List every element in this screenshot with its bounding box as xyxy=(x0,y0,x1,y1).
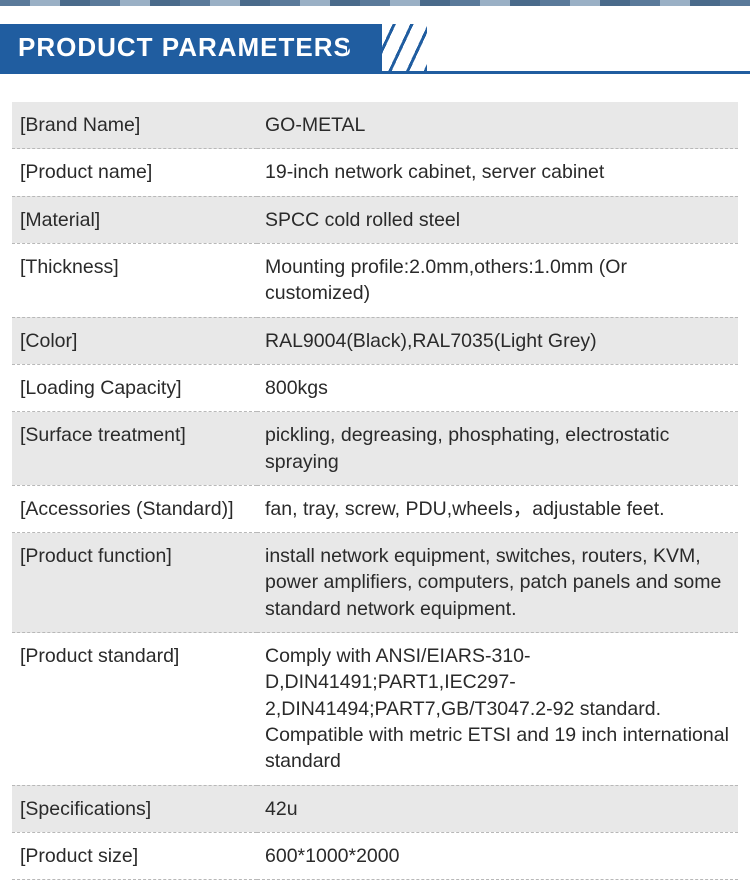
param-label: [Product size] xyxy=(12,832,257,879)
param-value: SPCC cold rolled steel xyxy=(257,196,738,243)
table-row: [Thickness] Mounting profile:2.0mm,other… xyxy=(12,243,738,317)
param-label: [Brand Name] xyxy=(12,102,257,149)
table-row: [Material] SPCC cold rolled steel xyxy=(12,196,738,243)
param-label: [Color] xyxy=(12,317,257,364)
top-decorative-strip xyxy=(0,0,750,6)
table-row: [Loading Capacity] 800kgs xyxy=(12,364,738,411)
param-value: Mounting profile:2.0mm,others:1.0mm (Or … xyxy=(257,243,738,317)
param-value: 600*1000*2000 xyxy=(257,832,738,879)
param-label: [Product name] xyxy=(12,149,257,196)
param-value: 19-inch network cabinet, server cabinet xyxy=(257,149,738,196)
param-value: Comply with ANSI/EIARS-310-D,DIN41491;PA… xyxy=(257,633,738,786)
param-value: fan, tray, screw, PDU,wheels，adjustable … xyxy=(257,485,738,532)
header: PRODUCT PARAMETERS xyxy=(0,24,750,74)
table-row: [Specifications] 42u xyxy=(12,785,738,832)
table-row: [Product function] install network equip… xyxy=(12,533,738,633)
page-title: PRODUCT PARAMETERS xyxy=(0,24,382,71)
param-label: [Loading Capacity] xyxy=(12,364,257,411)
parameters-table-area: [Brand Name] GO-METAL [Product name] 19-… xyxy=(0,102,750,880)
table-row: [Accessories (Standard)] fan, tray, scre… xyxy=(12,485,738,532)
table-row: [Product standard] Comply with ANSI/EIAR… xyxy=(12,633,738,786)
param-label: [Thickness] xyxy=(12,243,257,317)
param-value: pickling, degreasing, phosphating, elect… xyxy=(257,412,738,486)
table-row: [Product name] 19-inch network cabinet, … xyxy=(12,149,738,196)
param-value: 42u xyxy=(257,785,738,832)
param-label: [Specifications] xyxy=(12,785,257,832)
parameters-table: [Brand Name] GO-METAL [Product name] 19-… xyxy=(12,102,738,880)
table-row: [Brand Name] GO-METAL xyxy=(12,102,738,149)
table-row: [Surface treatment] pickling, degreasing… xyxy=(12,412,738,486)
param-label: [Product standard] xyxy=(12,633,257,786)
table-row: [Color] RAL9004(Black),RAL7035(Light Gre… xyxy=(12,317,738,364)
param-value: GO-METAL xyxy=(257,102,738,149)
param-value: 800kgs xyxy=(257,364,738,411)
param-label: [Material] xyxy=(12,196,257,243)
param-label: [Product function] xyxy=(12,533,257,633)
param-label: [Accessories (Standard)] xyxy=(12,485,257,532)
param-value: install network equipment, switches, rou… xyxy=(257,533,738,633)
param-label: [Surface treatment] xyxy=(12,412,257,486)
param-value: RAL9004(Black),RAL7035(Light Grey) xyxy=(257,317,738,364)
table-row: [Product size] 600*1000*2000 xyxy=(12,832,738,879)
